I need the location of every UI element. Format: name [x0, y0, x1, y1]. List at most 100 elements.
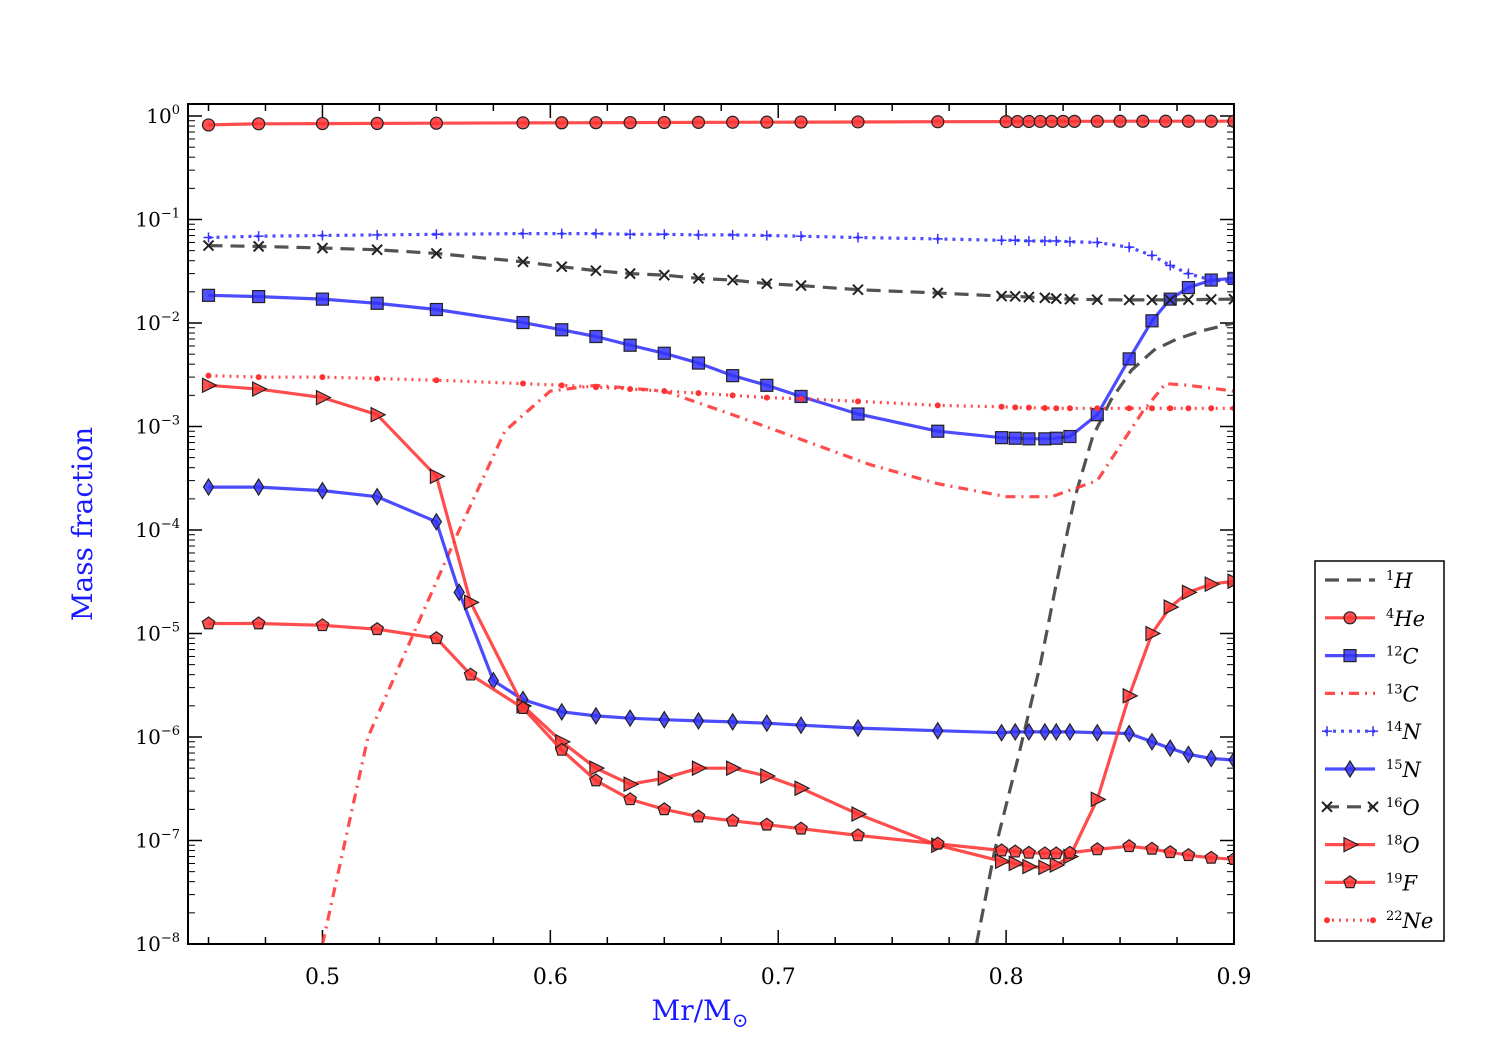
point-f19 — [657, 802, 672, 816]
legend-label: 1H — [1386, 569, 1413, 593]
point-n14 — [932, 233, 943, 244]
point-he4 — [1113, 114, 1127, 128]
point-he4 — [851, 115, 865, 129]
point-f19 — [759, 817, 774, 831]
point-c12 — [657, 346, 671, 360]
series-line-o16 — [208, 244, 1234, 302]
point-o16 — [517, 256, 529, 268]
y-tick-label: 10−7 — [135, 828, 180, 853]
legend-item-o16: 16O — [1321, 796, 1420, 820]
point-ne22 — [1094, 405, 1101, 412]
x-axis-title-sun: ⊙ — [732, 1008, 749, 1032]
point-he4 — [1136, 114, 1150, 128]
point-ne22 — [558, 382, 565, 389]
point-o16 — [1009, 290, 1021, 303]
x-tick-label: 0.7 — [761, 965, 796, 990]
point-he4 — [623, 115, 637, 130]
series-line-f19 — [208, 621, 1234, 861]
point-c12 — [201, 288, 216, 302]
point-f19 — [1049, 846, 1064, 860]
point-o16 — [371, 244, 383, 256]
point-o18 — [463, 594, 480, 611]
point-c12 — [623, 338, 637, 352]
y-tick-label: 10−1 — [135, 207, 180, 232]
point-o18 — [252, 381, 268, 398]
series-line-c13 — [320, 382, 1234, 944]
series-f19 — [201, 616, 1234, 866]
point-n15 — [1009, 722, 1021, 742]
point-c12 — [1227, 271, 1234, 285]
point-n15 — [1023, 722, 1035, 742]
point-n15 — [590, 706, 602, 726]
point-n15 — [932, 721, 944, 740]
point-n15 — [795, 716, 807, 735]
point-ne22 — [1012, 404, 1019, 411]
point-f19 — [201, 616, 216, 630]
point-o16 — [202, 239, 215, 252]
point-o18 — [851, 806, 868, 823]
point-ne22 — [854, 398, 861, 405]
point-f19 — [1063, 845, 1077, 859]
point-n14 — [693, 229, 704, 240]
point-n15 — [430, 512, 443, 531]
point-n15 — [1123, 724, 1135, 743]
point-f19 — [1090, 842, 1105, 856]
point-n15 — [371, 487, 383, 506]
point-c12 — [931, 424, 945, 438]
point-n14 — [372, 229, 383, 240]
point-o16 — [932, 287, 944, 299]
series-o18 — [201, 377, 1234, 876]
point-he4 — [1159, 114, 1173, 128]
point-n14 — [1023, 235, 1034, 246]
series-line-n14 — [208, 232, 1234, 284]
point-o16 — [995, 290, 1008, 302]
legend-marker — [1343, 611, 1357, 625]
point-he4 — [931, 115, 945, 129]
point-f19 — [429, 630, 444, 645]
point-o16 — [316, 242, 329, 254]
point-c12 — [760, 378, 774, 392]
y-tick-label: 10−2 — [135, 310, 180, 335]
point-n14 — [727, 229, 738, 240]
point-c12 — [429, 302, 443, 317]
legend-label: 13C — [1386, 682, 1419, 706]
point-o16 — [556, 260, 568, 273]
point-f19 — [1227, 851, 1234, 866]
x-axis-title-main: Mr/M — [652, 994, 732, 1027]
point-ne22 — [592, 384, 599, 391]
y-axis-title: Mass fraction — [66, 427, 99, 621]
point-c12 — [726, 369, 740, 383]
point-o16 — [761, 277, 773, 290]
legend-item-o18: 18O — [1325, 834, 1420, 858]
point-o18 — [1090, 791, 1107, 808]
legend-marker — [1343, 648, 1357, 663]
point-f19 — [623, 792, 637, 806]
point-c12 — [252, 289, 266, 304]
point-n14 — [1229, 276, 1234, 287]
point-he4 — [516, 116, 530, 130]
point-he4 — [252, 117, 266, 131]
point-c12 — [1038, 432, 1052, 446]
point-f19 — [930, 836, 945, 850]
point-o18 — [1163, 599, 1180, 616]
point-n15 — [658, 710, 670, 729]
point-f19 — [1204, 850, 1219, 864]
point-ne22 — [519, 380, 526, 387]
point-c12 — [851, 407, 865, 421]
point-o18 — [994, 853, 1011, 870]
point-o16 — [590, 265, 602, 277]
point-ne22 — [763, 394, 770, 401]
point-ne22 — [695, 390, 702, 397]
point-o16 — [1164, 294, 1176, 306]
point-he4 — [1010, 114, 1025, 129]
y-tick-label: 10−8 — [135, 931, 180, 956]
point-he4 — [1033, 114, 1047, 129]
legend-item-c12: 12C — [1325, 645, 1419, 669]
series-c12 — [201, 271, 1234, 446]
point-ne22 — [1208, 405, 1215, 412]
point-c12 — [315, 292, 330, 306]
point-f19 — [725, 813, 740, 827]
point-he4 — [201, 118, 216, 132]
legend-marker — [1370, 917, 1376, 924]
